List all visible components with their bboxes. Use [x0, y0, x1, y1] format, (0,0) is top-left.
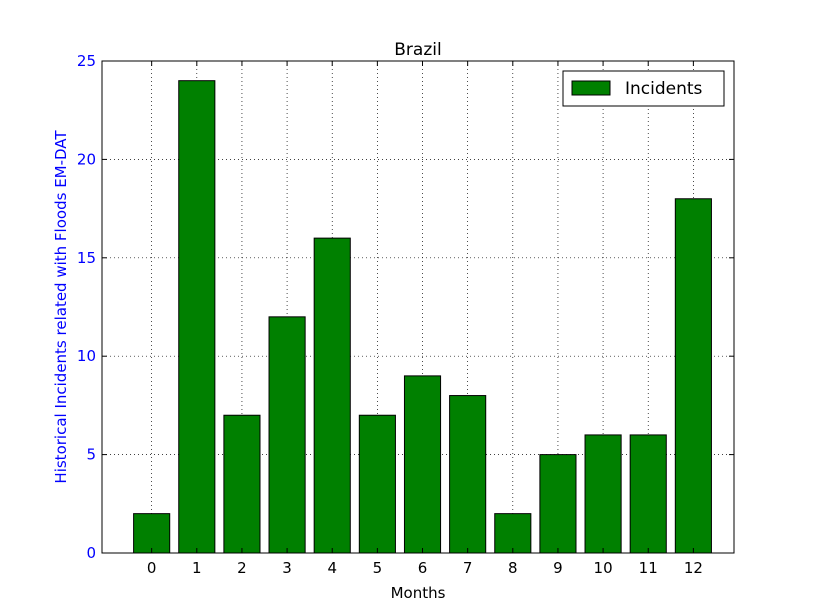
- x-tick-label: 9: [553, 559, 563, 577]
- x-tick-label: 2: [237, 559, 247, 577]
- legend-label-incidents: Incidents: [625, 79, 703, 99]
- x-axis-ticks: 0 1 2 3 4 5 6 7 8 9 10 11 12: [147, 61, 703, 577]
- bars-group: [133, 80, 712, 554]
- bar-month-11: [629, 434, 667, 554]
- x-tick-label: 3: [282, 559, 292, 577]
- y-tick-label: 15: [77, 249, 96, 267]
- y-axis-ticks: 0 5 10 15 20 25: [77, 52, 734, 562]
- bar-month-12: [674, 198, 712, 554]
- chart-title: Brazil: [394, 40, 441, 60]
- y-axis-label: Historical Incidents related with Floods…: [52, 130, 70, 484]
- bar-month-4: [313, 237, 351, 554]
- plot-area-frame: [101, 60, 735, 554]
- y-tick-label: 25: [77, 52, 96, 70]
- bar-month-9: [539, 454, 577, 554]
- y-tick-label: 10: [77, 347, 96, 365]
- x-tick-label: 0: [147, 559, 157, 577]
- x-tick-label: 5: [373, 559, 383, 577]
- bar-month-3: [268, 316, 306, 554]
- bar-month-7: [449, 395, 487, 554]
- x-tick-label: 6: [418, 559, 428, 577]
- x-axis-label: Months: [391, 584, 446, 602]
- y-tick-label: 5: [86, 446, 96, 464]
- bar-month-8: [494, 513, 532, 554]
- legend-swatch-incidents: [571, 80, 611, 96]
- x-tick-label: 1: [192, 559, 202, 577]
- bar-month-2: [223, 414, 261, 554]
- x-tick-label: 12: [684, 559, 703, 577]
- x-tick-label: 10: [594, 559, 613, 577]
- bar-month-6: [403, 375, 442, 554]
- x-tick-label: 7: [463, 559, 473, 577]
- x-tick-label: 4: [327, 559, 337, 577]
- y-tick-label: 0: [86, 544, 96, 562]
- bar-month-10: [584, 434, 622, 554]
- x-tick-label: 11: [639, 559, 658, 577]
- bar-month-0: [133, 513, 171, 554]
- x-tick-label: 8: [508, 559, 518, 577]
- bar-month-5: [358, 414, 396, 554]
- legend: Incidents: [562, 70, 725, 107]
- bar-month-1: [178, 80, 216, 554]
- y-tick-label: 20: [77, 150, 96, 168]
